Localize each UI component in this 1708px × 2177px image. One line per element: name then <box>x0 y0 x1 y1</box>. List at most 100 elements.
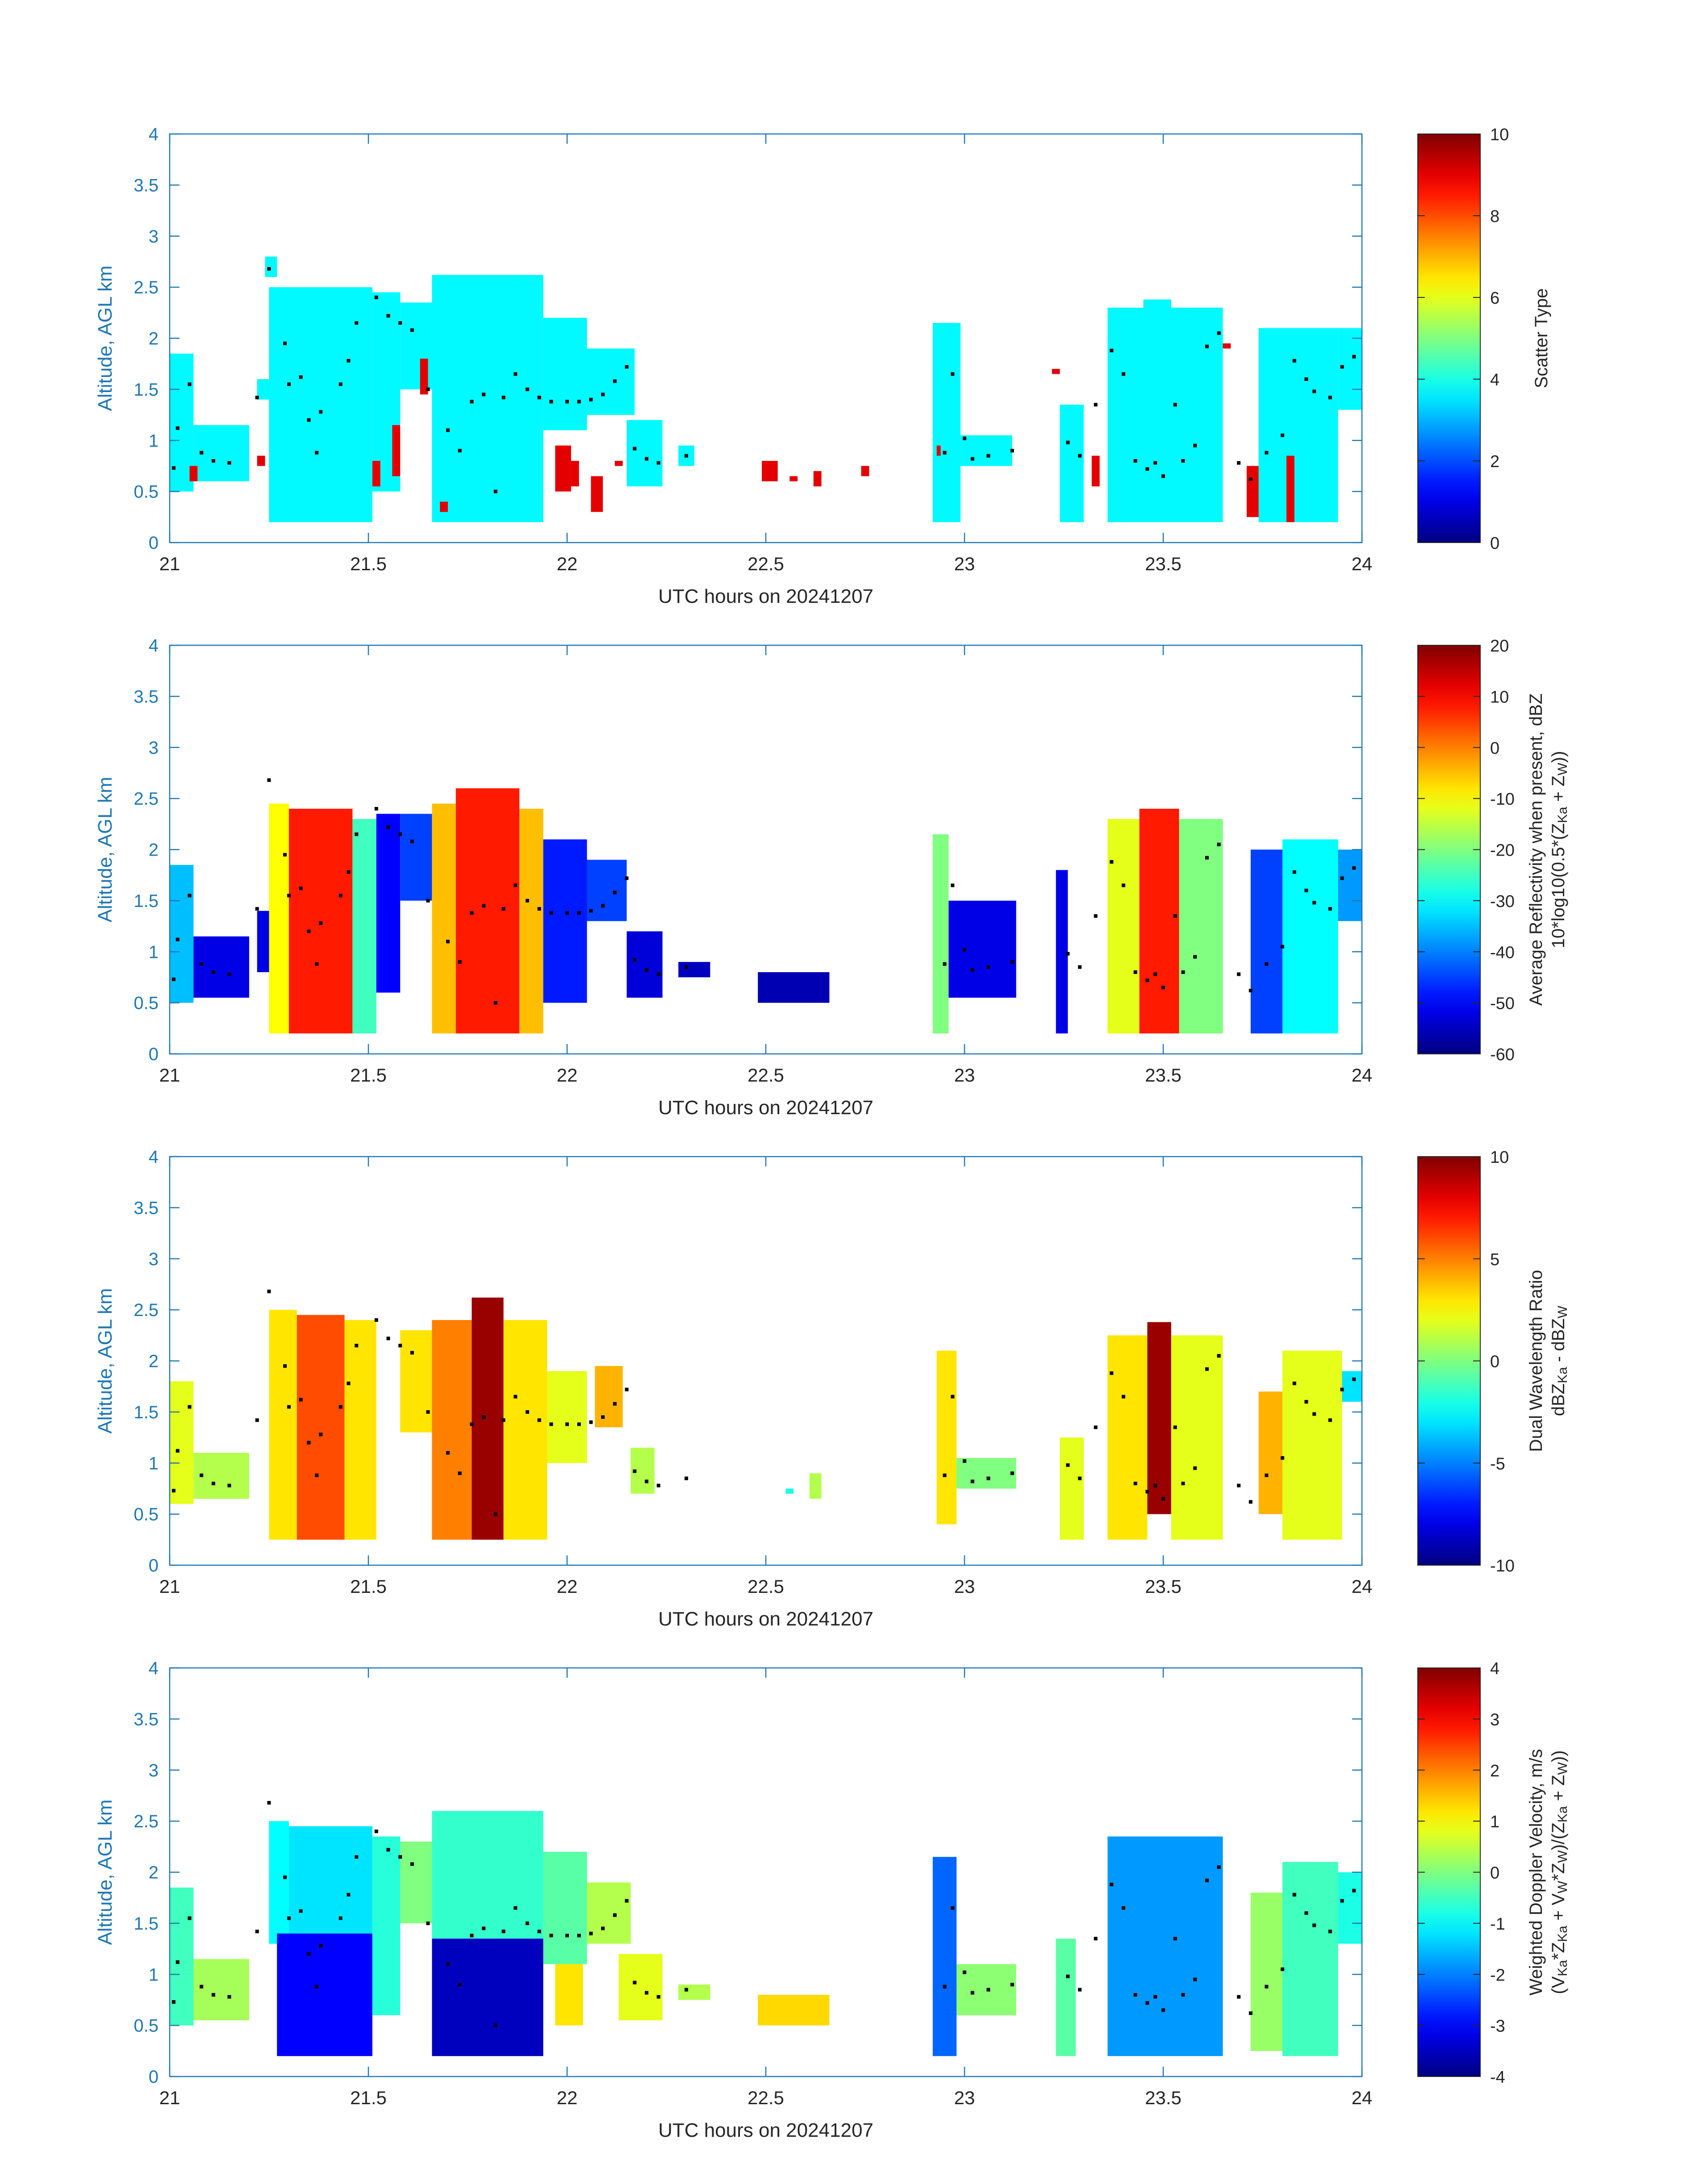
x-tick-label: 21 <box>159 553 180 574</box>
marker-point <box>200 451 204 455</box>
heatmap-cell <box>1107 307 1223 522</box>
marker-point <box>374 296 378 299</box>
heatmap-cell <box>758 972 830 1003</box>
heatmap-cell <box>420 359 428 395</box>
heatmap-cell <box>189 466 198 481</box>
y-tick-label: 4 <box>149 636 159 656</box>
heatmap-cell <box>432 1811 543 1939</box>
marker-point <box>1145 2001 1149 2005</box>
marker-point <box>171 2000 175 2004</box>
heatmap-cell <box>555 445 571 492</box>
heatmap-cell <box>1091 455 1100 487</box>
marker-point <box>633 447 637 451</box>
y-tick-label: 2.5 <box>134 1300 159 1320</box>
marker-point <box>943 962 947 966</box>
marker-point <box>613 890 617 894</box>
marker-point <box>1340 1387 1344 1391</box>
y-tick-label: 2 <box>149 329 159 349</box>
formula-part: (V <box>1549 1976 1568 1994</box>
marker-point <box>986 965 990 969</box>
x-tick-label: 22 <box>557 553 578 574</box>
marker-point <box>347 359 351 363</box>
heatmap-cell <box>352 819 376 1034</box>
colorbar-tick-label: 10 <box>1490 1148 1509 1167</box>
marker-point <box>319 1944 323 1948</box>
marker-point <box>171 1489 175 1493</box>
y-tick-label: 3 <box>149 1761 159 1780</box>
marker-point <box>1145 1490 1149 1494</box>
colorbar-tick-label: 0 <box>1490 1864 1499 1883</box>
marker-point <box>1153 972 1157 976</box>
marker-point <box>1328 396 1332 400</box>
heatmap-cell <box>269 287 372 522</box>
subscript: W <box>1555 763 1570 776</box>
colorbar-tick-label: 4 <box>1490 1659 1499 1678</box>
heatmap-cell <box>400 1841 432 1923</box>
heatmap-cell <box>614 461 623 466</box>
marker-point <box>200 1473 204 1477</box>
colorbar-tick-label: -30 <box>1490 892 1515 911</box>
heatmap-cell <box>432 1320 472 1540</box>
marker-point <box>211 1993 215 1997</box>
marker-point <box>1078 1988 1082 1992</box>
heatmap-cell <box>1107 1335 1148 1540</box>
marker-point <box>577 400 581 404</box>
subscript: W <box>1555 1762 1570 1775</box>
marker-point <box>1237 1995 1241 1999</box>
colorbar-label-formula: 10*log10(0.5*(ZKa + ZW)) <box>1549 751 1570 949</box>
colorbar-tick-label: -10 <box>1490 1557 1515 1575</box>
colorbar-tick-label: -10 <box>1490 790 1515 809</box>
marker-point <box>493 489 497 493</box>
marker-point <box>1352 355 1356 359</box>
marker-point <box>633 958 637 962</box>
marker-point <box>410 1862 414 1866</box>
y-tick-label: 0.5 <box>134 1505 159 1525</box>
y-axis-label: Altitude, AGL km <box>94 1288 116 1433</box>
marker-point <box>1066 952 1070 956</box>
y-tick-label: 0.5 <box>134 994 159 1013</box>
heatmap-cell <box>400 814 432 901</box>
heatmap-cell <box>948 900 1016 998</box>
marker-point <box>685 1988 688 1992</box>
heatmap-cell <box>1258 328 1338 522</box>
heatmap-cell <box>1282 1862 1338 2056</box>
colorbar-gradient <box>1417 134 1481 543</box>
heatmap-cell <box>455 788 520 1034</box>
marker-point <box>1328 907 1332 911</box>
y-tick-label: 0 <box>149 2067 159 2087</box>
marker-point <box>171 466 175 470</box>
marker-point <box>1304 1911 1308 1915</box>
marker-point <box>1352 1889 1356 1893</box>
heatmap-cell <box>789 476 798 481</box>
marker-point <box>446 940 450 944</box>
heatmap-cell <box>932 323 961 522</box>
y-tick-label: 1 <box>149 431 159 451</box>
marker-point <box>1205 344 1209 348</box>
heatmap-cell <box>269 1310 297 1540</box>
marker-point <box>1217 331 1221 335</box>
formula-part: *Z <box>1549 1863 1568 1881</box>
heatmap-cell <box>595 1366 623 1428</box>
heatmap-cell <box>932 1857 957 2056</box>
marker-point <box>319 921 323 925</box>
marker-point <box>1122 1906 1125 1910</box>
colorbar-tick-label: -2 <box>1490 1966 1505 1985</box>
marker-point <box>267 778 271 782</box>
marker-point <box>970 457 974 461</box>
marker-point <box>319 410 323 414</box>
heatmap-cells <box>170 256 1362 522</box>
marker-point <box>501 907 505 911</box>
y-tick-label: 1.5 <box>134 1914 159 1934</box>
marker-point <box>526 1921 529 1925</box>
marker-point <box>315 451 319 455</box>
marker-point <box>255 1418 259 1422</box>
colorbar-tick-label: 10 <box>1490 125 1509 144</box>
y-tick-label: 3.5 <box>134 1198 159 1218</box>
marker-point <box>446 1451 450 1455</box>
subscript: W <box>1555 1305 1570 1318</box>
marker-point <box>549 400 553 404</box>
marker-point <box>1265 451 1269 455</box>
x-axis-label: UTC hours on 20241207 <box>658 2119 873 2141</box>
marker-point <box>537 1418 541 1422</box>
heatmap-cell <box>400 1330 432 1433</box>
